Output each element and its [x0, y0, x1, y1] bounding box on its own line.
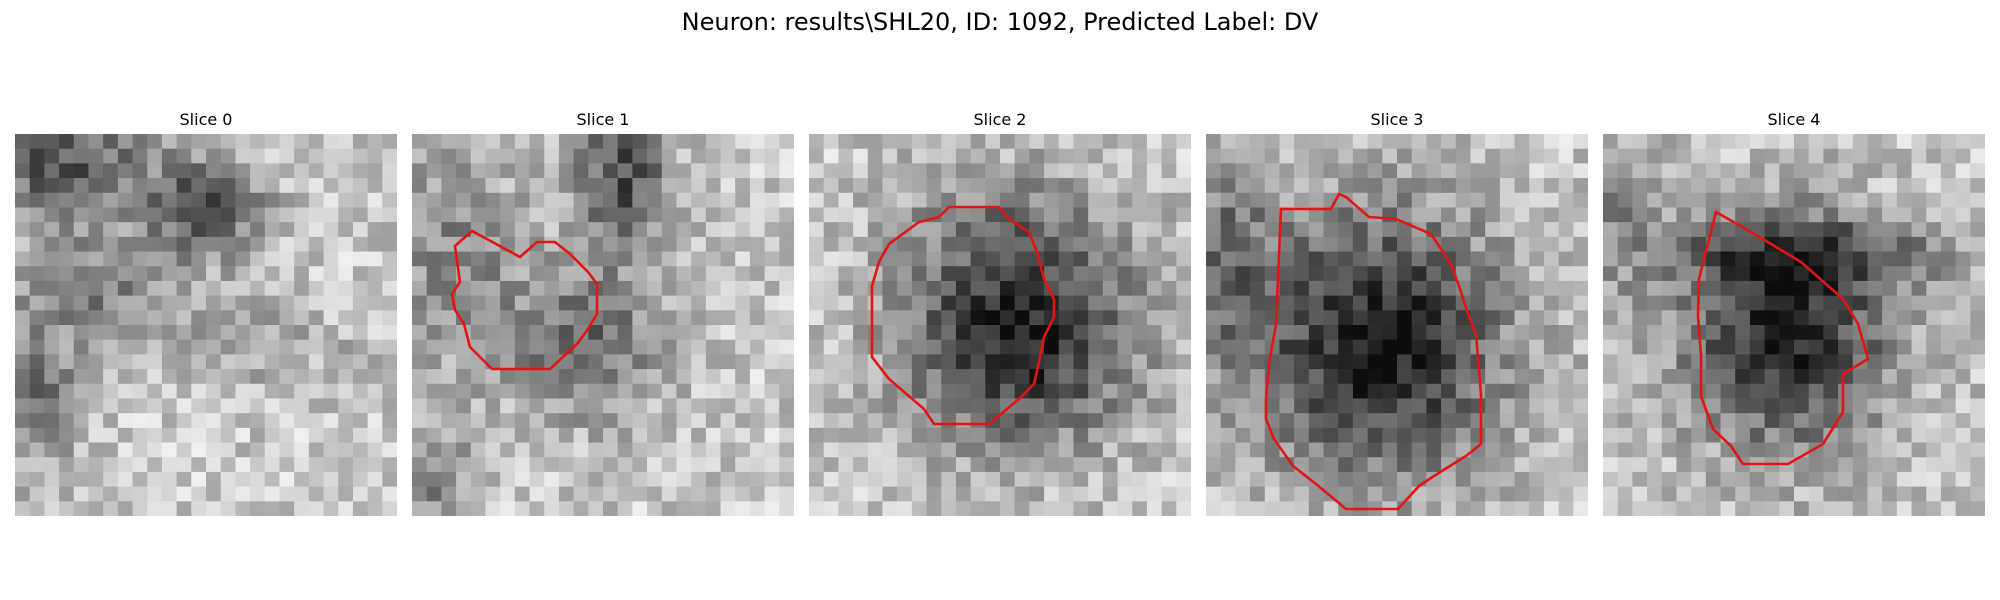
neuron-contour	[1264, 192, 1483, 511]
slice-panel-3: Slice 3	[1206, 108, 1588, 516]
slice-panel-4: Slice 4	[1603, 108, 1985, 516]
microscopy-pixels	[1206, 134, 1588, 516]
slice-panel-2: Slice 2	[809, 108, 1191, 516]
slice-image	[809, 134, 1191, 516]
slice-image	[1603, 134, 1985, 516]
microscopy-pixels	[15, 134, 397, 516]
slice-image	[1206, 134, 1588, 516]
slice-title: Slice 4	[1767, 110, 1821, 129]
neuron-contour	[450, 229, 599, 371]
slice-title: Slice 0	[179, 110, 233, 129]
slice-panel-1: Slice 1	[412, 108, 794, 516]
slice-title: Slice 3	[1370, 110, 1424, 129]
microscopy-pixels	[412, 134, 794, 516]
neuron-contour	[1696, 210, 1870, 466]
slice-image	[412, 134, 794, 516]
figure-title: Neuron: results\SHL20, ID: 1092, Predict…	[681, 8, 1319, 36]
slice-panel-0: Slice 0	[15, 108, 397, 516]
slice-title: Slice 2	[973, 110, 1027, 129]
microscopy-pixels	[809, 134, 1191, 516]
microscopy-pixels	[1603, 134, 1985, 516]
neuron-contour	[870, 205, 1056, 426]
slice-title: Slice 1	[576, 110, 630, 129]
slice-image	[15, 134, 397, 516]
